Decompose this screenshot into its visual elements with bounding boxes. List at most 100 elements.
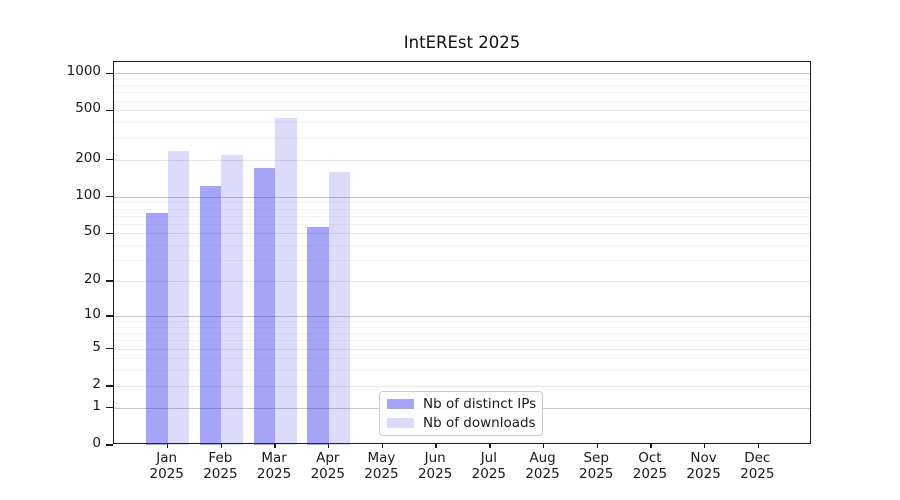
bar-apr-distinct-ips bbox=[307, 226, 329, 445]
major-gridline bbox=[114, 348, 810, 350]
y-tick-mark bbox=[106, 280, 113, 282]
chart-title: IntEREst 2025 bbox=[403, 33, 521, 52]
x-tick-month: Dec bbox=[744, 450, 771, 466]
x-tick-label: Jun 2025 bbox=[405, 450, 465, 482]
legend-item-distinct-ips: Nb of distinct IPs bbox=[387, 396, 537, 413]
x-tick-year: 2025 bbox=[686, 465, 721, 482]
minor-gridline bbox=[114, 202, 810, 204]
bar-feb-downloads bbox=[221, 154, 243, 445]
y-tick-label: 200 bbox=[75, 149, 101, 166]
major-gridline bbox=[114, 110, 810, 112]
x-tick-label: Apr 2025 bbox=[298, 450, 358, 482]
plot-area bbox=[106, 61, 811, 448]
x-tick-label: Jan 2025 bbox=[137, 450, 197, 482]
x-tick-mark bbox=[220, 443, 223, 448]
major-gridline bbox=[114, 159, 810, 161]
major-gridline bbox=[114, 281, 810, 283]
minor-gridline bbox=[114, 215, 810, 217]
x-tick-label: Nov 2025 bbox=[674, 450, 734, 482]
major-gridline bbox=[114, 73, 810, 75]
x-tick-year: 2025 bbox=[525, 465, 560, 482]
bar-mar-downloads bbox=[275, 117, 297, 445]
x-tick-mark bbox=[650, 443, 652, 448]
legend-item-downloads: Nb of downloads bbox=[387, 414, 536, 431]
major-gridline bbox=[114, 385, 810, 387]
y-tick-label: 0 bbox=[92, 435, 101, 451]
x-tick-label: Mar 2025 bbox=[244, 450, 304, 482]
x-tick-year: 2025 bbox=[364, 465, 399, 482]
x-tick-mark bbox=[596, 443, 598, 448]
bar-apr-downloads bbox=[328, 172, 351, 445]
x-tick-label: May 2025 bbox=[351, 450, 411, 482]
x-tick-month: Mar bbox=[261, 450, 287, 466]
minor-gridline bbox=[114, 370, 810, 372]
legend-swatch-distinct-ips bbox=[387, 399, 414, 410]
bar-feb-distinct-ips bbox=[199, 185, 222, 445]
x-tick-year: 2025 bbox=[471, 465, 507, 482]
x-tick-mark bbox=[703, 443, 706, 448]
x-tick-label: Jul 2025 bbox=[459, 450, 519, 482]
x-tick-month: Jun bbox=[424, 450, 446, 466]
y-tick-label: 10 bbox=[83, 305, 101, 322]
minor-gridline bbox=[114, 321, 810, 323]
x-tick-mark bbox=[489, 443, 491, 448]
y-tick-mark bbox=[106, 315, 113, 317]
x-tick-year: 2025 bbox=[579, 465, 614, 482]
x-tick-year: 2025 bbox=[256, 465, 292, 482]
y-tick-label: 100 bbox=[75, 186, 101, 203]
x-tick-mark bbox=[757, 443, 759, 448]
y-tick-label: 20 bbox=[83, 271, 101, 288]
x-tick-month: Feb bbox=[208, 450, 233, 466]
y-tick-label: 2 bbox=[92, 375, 101, 392]
y-tick-label: 1 bbox=[92, 397, 101, 414]
minor-gridline bbox=[114, 326, 810, 328]
y-tick-mark bbox=[106, 232, 113, 235]
y-tick-mark bbox=[106, 72, 113, 74]
x-tick-mark bbox=[542, 443, 545, 448]
x-tick-month: Sep bbox=[583, 450, 609, 466]
x-tick-year: 2025 bbox=[203, 465, 238, 482]
y-tick-mark bbox=[106, 347, 113, 350]
minor-gridline bbox=[114, 122, 810, 124]
x-tick-label: Oct 2025 bbox=[620, 450, 680, 482]
y-tick-mark bbox=[106, 195, 113, 198]
minor-gridline bbox=[114, 100, 810, 102]
x-tick-label: Dec 2025 bbox=[727, 450, 787, 482]
x-tick-month: Aug bbox=[529, 450, 556, 466]
minor-gridline bbox=[114, 245, 810, 247]
legend-label-downloads: Nb of downloads bbox=[423, 414, 536, 431]
major-gridline bbox=[114, 196, 810, 198]
x-tick-mark bbox=[381, 443, 384, 448]
minor-gridline bbox=[114, 358, 810, 360]
y-tick-mark bbox=[106, 385, 113, 387]
minor-gridline bbox=[114, 92, 810, 94]
x-tick-mark bbox=[328, 443, 330, 448]
y-tick-label: 500 bbox=[75, 100, 101, 117]
major-gridline bbox=[114, 315, 810, 317]
minor-gridline bbox=[114, 85, 810, 87]
minor-gridline bbox=[114, 333, 810, 335]
minor-gridline bbox=[114, 78, 810, 80]
x-tick-label: Aug 2025 bbox=[513, 450, 573, 482]
legend: Nb of distinct IPs Nb of downloads bbox=[379, 391, 543, 436]
bar-jan-downloads bbox=[167, 150, 190, 445]
y-tick-mark bbox=[106, 444, 113, 446]
minor-gridline bbox=[114, 340, 810, 342]
bar-mar-distinct-ips bbox=[253, 167, 276, 445]
x-tick-month: Apr bbox=[316, 450, 340, 466]
bar-jan-distinct-ips bbox=[146, 213, 168, 445]
x-tick-month: May bbox=[367, 450, 396, 466]
minor-gridline bbox=[114, 260, 810, 262]
x-tick-year: 2025 bbox=[740, 465, 775, 482]
x-tick-label: Sep 2025 bbox=[566, 450, 626, 482]
y-tick-mark bbox=[106, 158, 113, 161]
y-tick-label: 1000 bbox=[66, 63, 101, 80]
x-tick-year: 2025 bbox=[417, 465, 453, 482]
y-tick-label: 5 bbox=[92, 338, 101, 355]
x-tick-month: Jul bbox=[480, 450, 497, 466]
x-tick-mark bbox=[274, 443, 276, 448]
x-tick-month: Jan bbox=[156, 450, 178, 466]
legend-label-distinct-ips: Nb of distinct IPs bbox=[423, 396, 537, 413]
y-tick-mark bbox=[106, 109, 113, 112]
